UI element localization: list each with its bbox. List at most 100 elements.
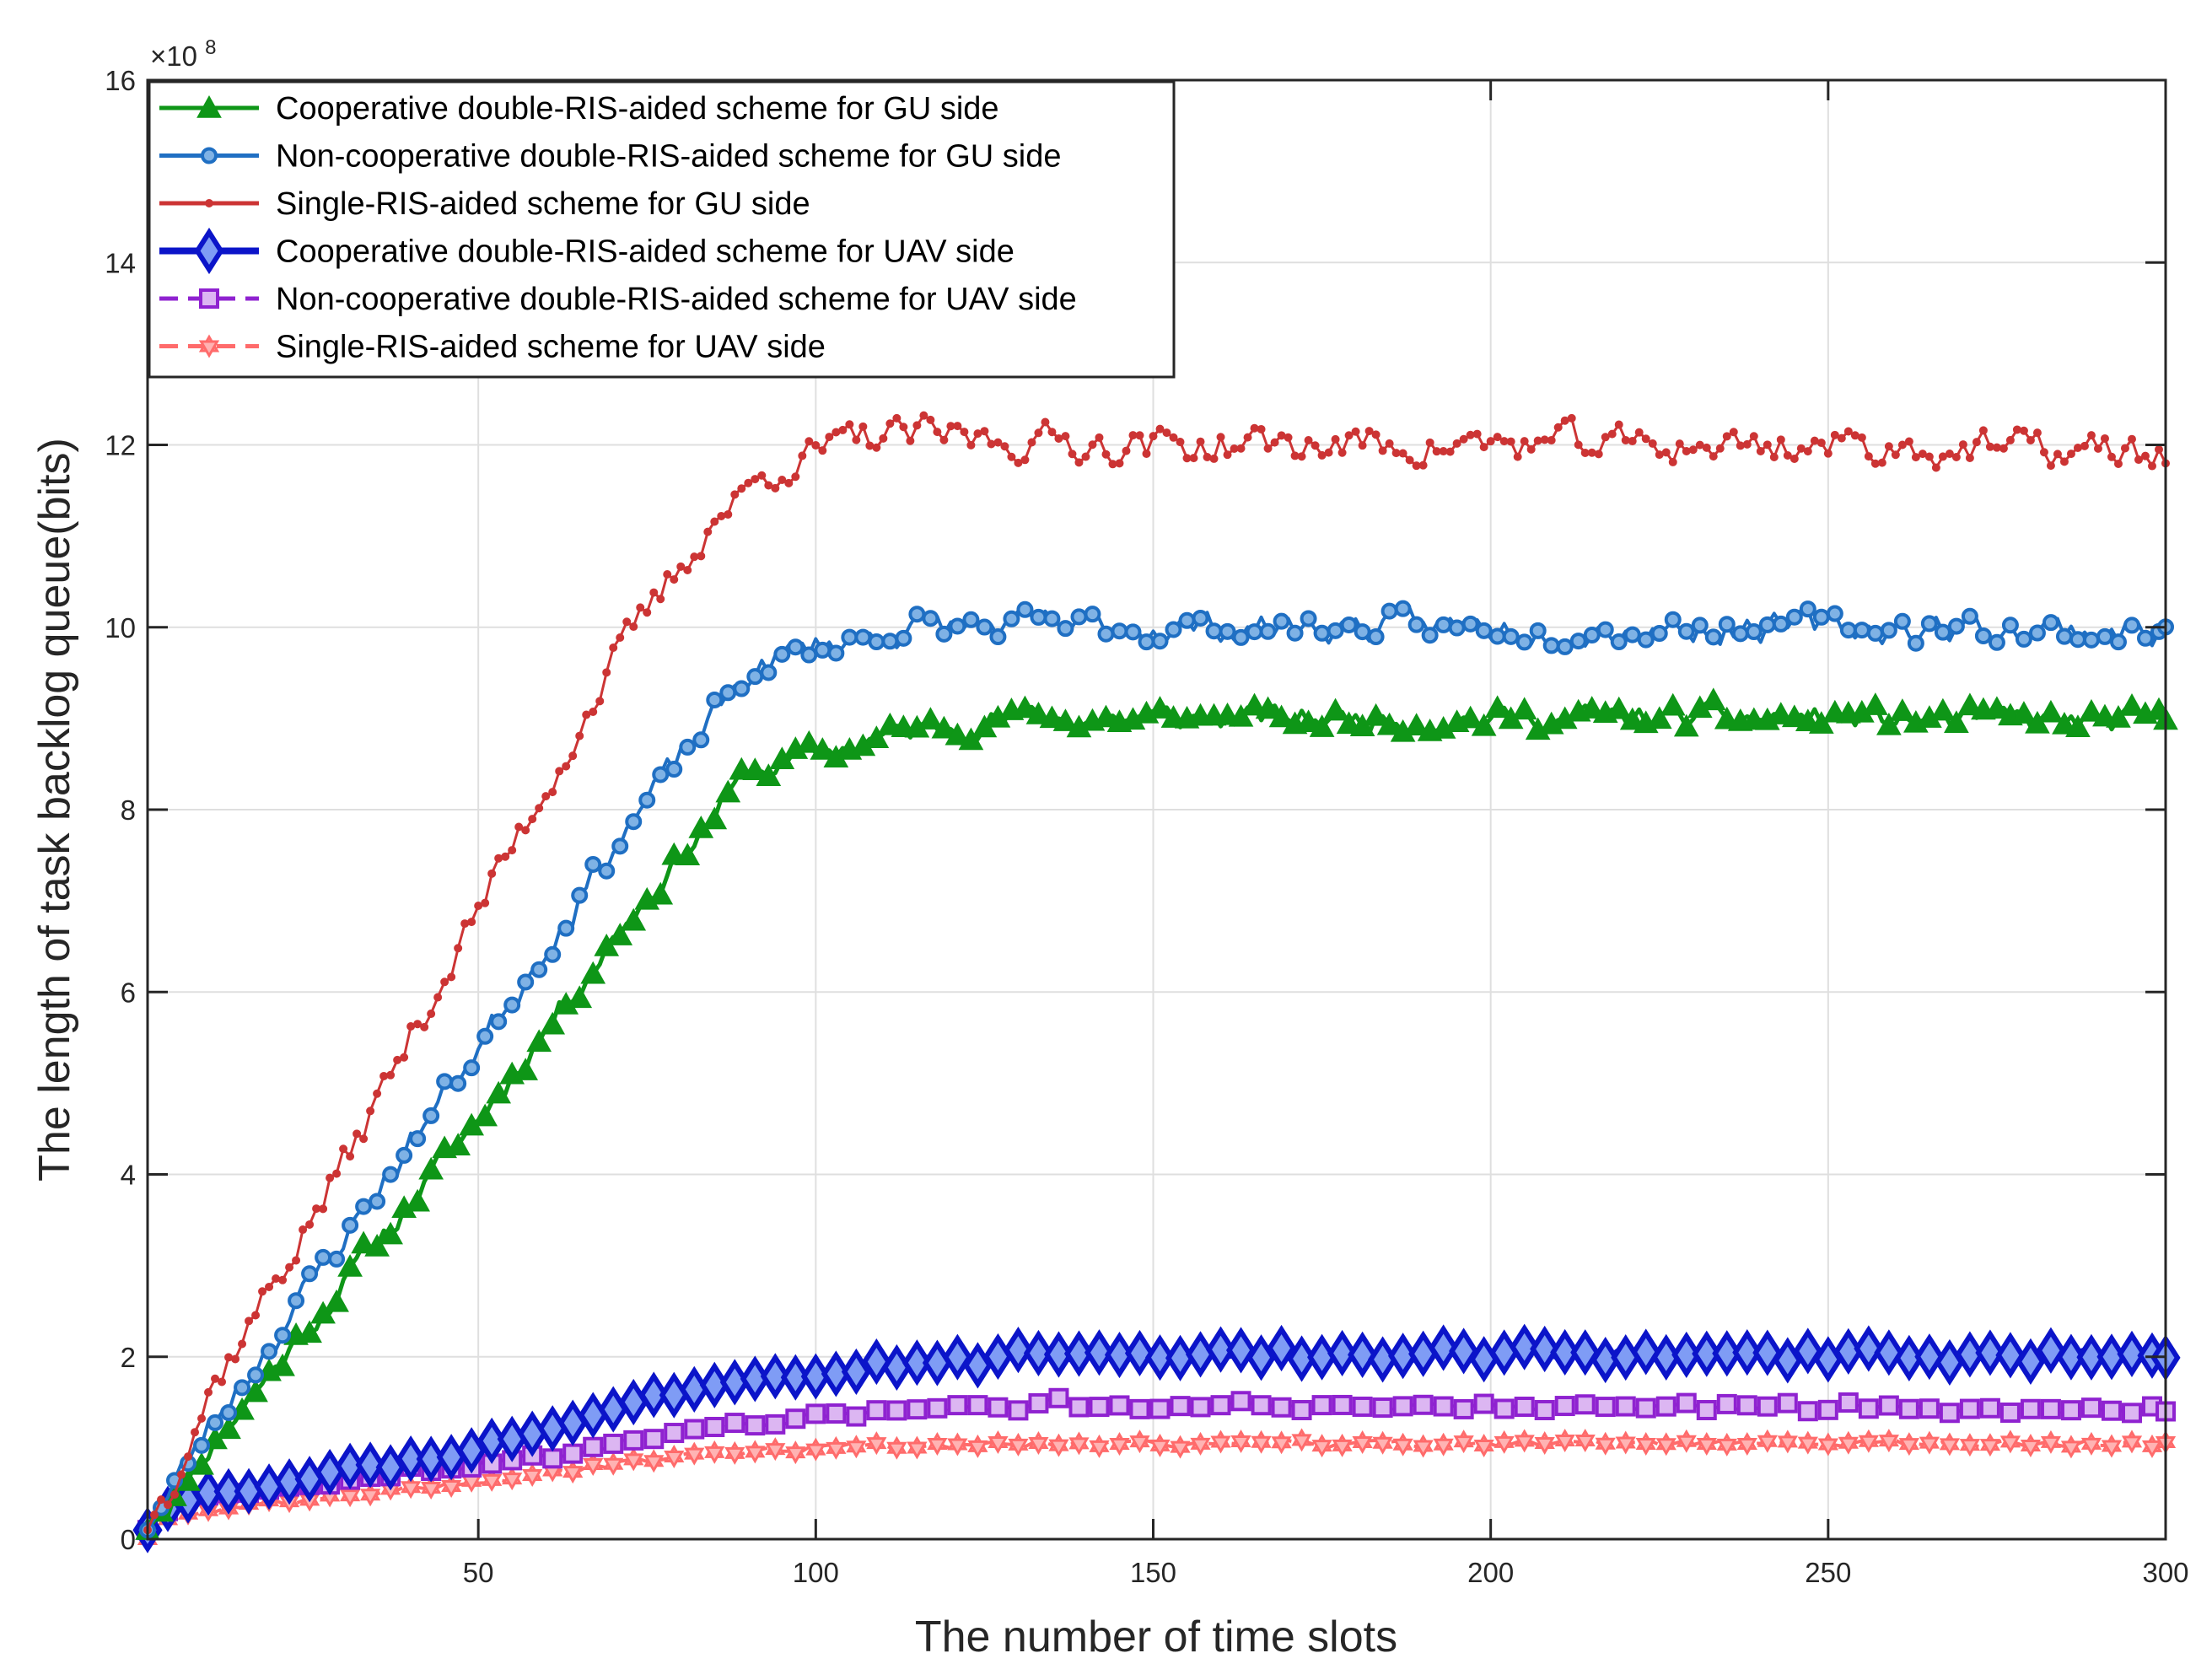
data-point [918, 707, 944, 730]
data-point [436, 1073, 454, 1090]
data-point [2079, 698, 2104, 722]
data-point [746, 668, 764, 686]
data-point [1494, 1398, 1515, 1419]
data-point [1453, 1435, 1474, 1454]
data-point [798, 451, 807, 460]
data-point [623, 1430, 644, 1451]
data-point [892, 413, 901, 423]
data-point [1817, 1399, 1838, 1420]
data-point [852, 435, 861, 444]
data-point [2106, 704, 2131, 728]
axes: 50 100 150 200 250 300 0 2 4 6 8 10 12 14 16 [105, 65, 2188, 1588]
data-point [1931, 463, 1940, 472]
data-point [1758, 616, 1776, 633]
data-point [1514, 1435, 1535, 1453]
series-2 [139, 600, 2174, 1539]
data-point [1891, 450, 1900, 460]
data-point [454, 944, 463, 953]
y-tick-label: 14 [105, 247, 136, 278]
data-point [1610, 633, 1628, 651]
data-point [818, 446, 827, 455]
data-point [611, 837, 629, 855]
data-point [1449, 1327, 1479, 1375]
data-point [765, 1413, 786, 1435]
data-point [1722, 432, 1731, 441]
data-point [1027, 438, 1036, 447]
data-point [1898, 1438, 1919, 1457]
data-point [1742, 439, 1752, 449]
data-point [1876, 712, 1902, 735]
data-point [386, 1070, 396, 1080]
data-point [760, 1353, 790, 1400]
data-point [1553, 423, 1563, 432]
data-point [193, 1436, 211, 1454]
data-point [1259, 622, 1277, 640]
data-point [2101, 1400, 2122, 1421]
data-point [942, 1333, 972, 1381]
data-point [1955, 1331, 1985, 1378]
data-point [1776, 435, 1785, 444]
data-point [449, 1074, 467, 1092]
data-point [966, 440, 976, 450]
data-point [1007, 452, 1016, 461]
data-point [598, 862, 616, 880]
data-point [265, 1282, 274, 1291]
data-point [1043, 610, 1061, 627]
data-point [1057, 620, 1074, 638]
data-point [907, 1441, 928, 1460]
data-point [1149, 432, 1158, 441]
data-point [1579, 696, 1605, 719]
data-point [2080, 441, 2089, 450]
data-point [337, 1254, 363, 1277]
data-point [1291, 1434, 1312, 1452]
data-point [1287, 1335, 1317, 1382]
data-point [1641, 434, 1650, 444]
data-point [1907, 634, 1924, 652]
data-point [692, 731, 710, 749]
data-point [1322, 697, 1348, 721]
data-point [472, 1103, 498, 1127]
data-point [684, 1447, 705, 1466]
data-point [1196, 437, 1205, 446]
data-point [467, 918, 476, 927]
data-point [1816, 439, 1826, 448]
data-point [756, 763, 782, 786]
data-point [967, 1395, 988, 1416]
data-point [704, 1446, 725, 1464]
data-point [1979, 1439, 2001, 1457]
data-point [1230, 1435, 1251, 1454]
data-point [2136, 629, 2154, 647]
data-point [1205, 1326, 1236, 1373]
data-point [1142, 449, 1151, 458]
data-point [838, 425, 848, 434]
data-point [1919, 1436, 1940, 1455]
data-point [418, 1156, 444, 1180]
data-point [1459, 434, 1468, 444]
data-point [1904, 437, 1913, 446]
data-point [522, 1468, 543, 1487]
data-point [623, 1453, 644, 1472]
data-point [1008, 1400, 1029, 1421]
data-point [1951, 452, 1961, 461]
data-point [409, 1130, 427, 1148]
data-point [191, 1428, 200, 1437]
data-point [724, 1413, 745, 1434]
data-point [1052, 708, 1079, 731]
data-point [1777, 1435, 1798, 1454]
data-point [555, 767, 564, 776]
data-point [1756, 446, 1765, 455]
data-point [440, 977, 449, 987]
data-point [1550, 1328, 1580, 1376]
data-point [931, 715, 957, 739]
data-point [1781, 704, 1807, 728]
data-point [301, 1265, 319, 1283]
data-point [1854, 1325, 1884, 1372]
data-point [445, 1133, 471, 1155]
data-point [1403, 713, 1429, 736]
x-tick-label: 100 [793, 1557, 839, 1588]
data-point [2117, 1330, 2147, 1377]
data-point [1635, 1438, 1656, 1457]
data-point [866, 1400, 887, 1421]
data-point [326, 1173, 335, 1182]
